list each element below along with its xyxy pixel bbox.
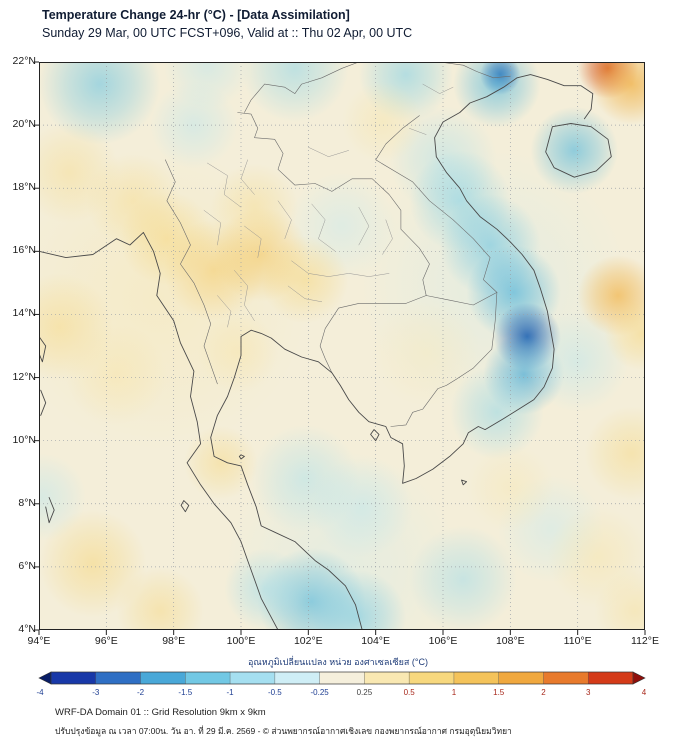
colorbar-tick-label: -1.5 bbox=[178, 688, 193, 697]
colorbar-tick-label: 1 bbox=[451, 688, 457, 697]
lat-tick-label: 20°N bbox=[12, 118, 36, 131]
colorbar-tick-label: 3 bbox=[585, 688, 591, 697]
colorbar-label: อุณหภูมิเปลี่ยนแปลง หน่วย องศาเซลเซียส (… bbox=[248, 657, 428, 667]
footer-domain-info: WRF-DA Domain 01 :: Grid Resolution 9km … bbox=[55, 707, 266, 718]
colorbar-tick-label: -1 bbox=[226, 688, 234, 697]
colorbar-tick-label: -2 bbox=[136, 688, 145, 697]
lat-tick-label: 10°N bbox=[12, 433, 36, 446]
lon-tick-label: 94°E bbox=[27, 635, 51, 647]
colorbar-tick-label: -0.25 bbox=[310, 688, 329, 697]
lat-tick-label: 8°N bbox=[18, 496, 36, 509]
lat-tick-label: 14°N bbox=[12, 307, 36, 320]
colorbar-tick-label: -0.5 bbox=[267, 688, 282, 697]
lon-tick-label: 108°E bbox=[495, 635, 525, 647]
lat-tick-label: 4°N bbox=[18, 623, 36, 635]
lon-tick-label: 96°E bbox=[94, 635, 118, 647]
lat-tick-label: 12°N bbox=[12, 370, 36, 383]
footer-update-info: ปรับปรุงข้อมูล ณ เวลา 07:00น. วัน อา. ที… bbox=[55, 726, 512, 736]
lat-tick-label: 6°N bbox=[18, 559, 36, 572]
lon-tick-label: 98°E bbox=[162, 635, 186, 647]
colorbar-tick-label: 0.5 bbox=[403, 688, 415, 697]
lat-tick-label: 22°N bbox=[12, 55, 36, 67]
lon-tick-label: 102°E bbox=[293, 635, 323, 647]
lon-tick-label: 112°E bbox=[631, 635, 659, 647]
page-subtitle: Sunday 29 Mar, 00 UTC FCST+096, Valid at… bbox=[42, 26, 413, 40]
colorbar-tick-label: -4 bbox=[36, 688, 44, 697]
colorbar-tick-label: -3 bbox=[92, 688, 100, 697]
lon-tick-label: 100°E bbox=[226, 635, 256, 647]
colorbar-tick-label: 0.25 bbox=[356, 688, 373, 697]
colorbar-tick-label: 2 bbox=[541, 688, 546, 697]
lon-tick-label: 104°E bbox=[361, 635, 391, 647]
header: Temperature Change 24-hr (°C) - [Data As… bbox=[42, 6, 412, 42]
lon-tick-label: 110°E bbox=[563, 635, 592, 647]
page-title: Temperature Change 24-hr (°C) - [Data As… bbox=[42, 8, 350, 22]
colorbar-tick-label: 1.5 bbox=[493, 688, 505, 697]
lon-tick-label: 106°E bbox=[428, 635, 458, 647]
colorbar-tick-label: 4 bbox=[641, 688, 647, 697]
map-canvas bbox=[34, 61, 646, 635]
colorbar bbox=[38, 671, 646, 685]
map-area bbox=[34, 61, 646, 635]
lat-tick-label: 18°N bbox=[12, 181, 36, 194]
lat-tick-label: 16°N bbox=[12, 244, 36, 257]
